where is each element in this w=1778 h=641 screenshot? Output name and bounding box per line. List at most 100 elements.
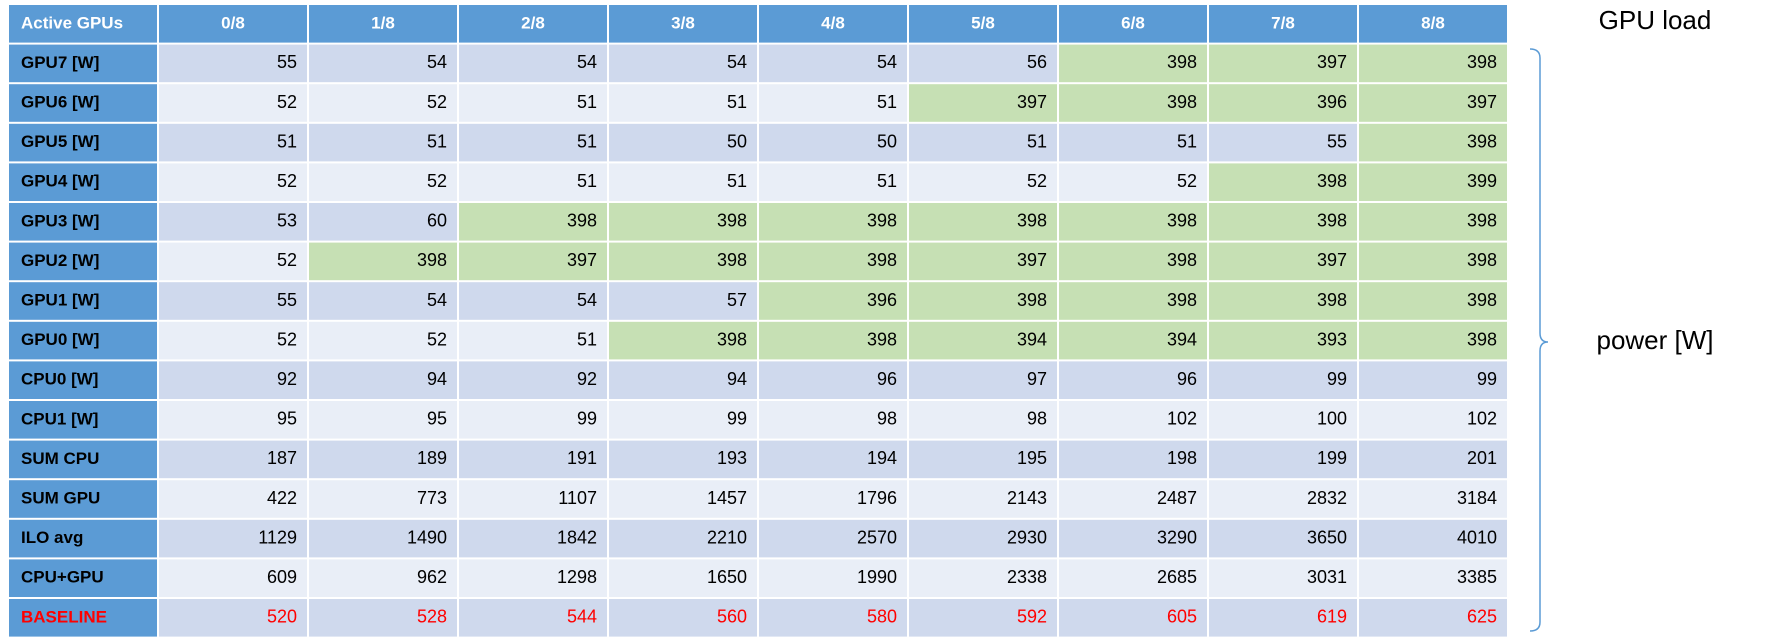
cell xyxy=(759,44,907,83)
cell-value: 55 xyxy=(277,52,297,72)
cell xyxy=(1059,163,1207,201)
cell xyxy=(759,361,907,399)
cell-value: 393 xyxy=(1317,329,1347,349)
cell xyxy=(159,123,307,162)
cell-value: 50 xyxy=(727,131,747,151)
cell-value: 3650 xyxy=(1307,527,1347,547)
cell xyxy=(759,321,907,360)
row-label-cell xyxy=(9,401,157,439)
cell xyxy=(1359,559,1507,597)
cell-value: 96 xyxy=(877,369,897,389)
cell xyxy=(1209,519,1357,558)
cell-value: 422 xyxy=(267,488,297,508)
cell xyxy=(759,401,907,439)
cell xyxy=(759,84,907,122)
cell xyxy=(459,519,607,558)
cell-value: 1490 xyxy=(407,527,447,547)
cell-value: 94 xyxy=(427,369,447,389)
cell xyxy=(1359,361,1507,399)
cell-value: 1842 xyxy=(557,527,597,547)
cell xyxy=(309,203,457,241)
cell-value: 394 xyxy=(1167,329,1197,349)
cell xyxy=(609,44,757,83)
cell xyxy=(309,123,457,162)
cell xyxy=(1209,242,1357,281)
header-text: 4/8 xyxy=(821,13,845,32)
cell-value: 100 xyxy=(1317,409,1347,429)
row-label-cell xyxy=(9,361,157,399)
row-label-cell xyxy=(9,440,157,479)
header-text: 5/8 xyxy=(971,13,995,32)
cell-value: 2210 xyxy=(707,527,747,547)
cell-value: 51 xyxy=(1027,131,1047,151)
cell xyxy=(459,480,607,518)
cell-value: 398 xyxy=(1167,290,1197,310)
cell xyxy=(759,163,907,201)
cell xyxy=(1209,440,1357,479)
cell-value: 52 xyxy=(277,329,297,349)
cell xyxy=(1059,401,1207,439)
cell xyxy=(759,440,907,479)
cell xyxy=(459,440,607,479)
cell xyxy=(909,559,1057,597)
cell xyxy=(759,242,907,281)
cell xyxy=(1059,282,1207,320)
cell-value: 189 xyxy=(417,448,447,468)
cell-value: 398 xyxy=(867,211,897,231)
cell-value: 51 xyxy=(577,92,597,112)
cell-value: 398 xyxy=(1467,131,1497,151)
cell-value: 560 xyxy=(717,607,747,627)
cell xyxy=(309,242,457,281)
cell xyxy=(759,519,907,558)
cell xyxy=(1059,599,1207,637)
cell xyxy=(1359,440,1507,479)
row-label-cell xyxy=(9,242,157,281)
cell-value: 52 xyxy=(277,92,297,112)
cell xyxy=(1059,361,1207,399)
cell xyxy=(159,599,307,637)
cell-value: 102 xyxy=(1467,409,1497,429)
cell-value: 396 xyxy=(1317,92,1347,112)
row-label: SUM CPU xyxy=(21,449,99,468)
cell xyxy=(1209,84,1357,122)
cell-value: 1650 xyxy=(707,567,747,587)
cell xyxy=(909,123,1057,162)
cell-value: 398 xyxy=(1317,290,1347,310)
row-label: GPU0 [W] xyxy=(21,330,99,349)
cell-value: 580 xyxy=(867,607,897,627)
cell-value: 95 xyxy=(427,409,447,429)
cell-value: 398 xyxy=(1017,211,1047,231)
cell-value: 52 xyxy=(427,92,447,112)
cell xyxy=(909,519,1057,558)
cell xyxy=(1209,44,1357,83)
cell xyxy=(759,123,907,162)
cell-value: 605 xyxy=(1167,607,1197,627)
cell-value: 397 xyxy=(1317,52,1347,72)
header-text: 1/8 xyxy=(371,13,395,32)
header-cell xyxy=(459,5,607,43)
cell-value: 592 xyxy=(1017,607,1047,627)
cell xyxy=(1059,44,1207,83)
cell-value: 3184 xyxy=(1457,488,1497,508)
cell xyxy=(159,361,307,399)
cell xyxy=(309,559,457,597)
cell-value: 1990 xyxy=(857,567,897,587)
cell xyxy=(909,440,1057,479)
cell-value: 51 xyxy=(727,171,747,191)
cell-value: 398 xyxy=(717,211,747,231)
cell-value: 398 xyxy=(867,329,897,349)
cell xyxy=(309,480,457,518)
header-text: 7/8 xyxy=(1271,13,1295,32)
cell xyxy=(459,203,607,241)
cell-value: 194 xyxy=(867,448,897,468)
row-label: ILO avg xyxy=(21,528,83,547)
cell xyxy=(159,44,307,83)
cell-value: 398 xyxy=(867,250,897,270)
cell-value: 52 xyxy=(1177,171,1197,191)
cell xyxy=(909,203,1057,241)
cell xyxy=(609,480,757,518)
cell xyxy=(309,361,457,399)
cell xyxy=(1359,84,1507,122)
cell xyxy=(759,203,907,241)
power-label: power [W] xyxy=(1596,325,1713,355)
